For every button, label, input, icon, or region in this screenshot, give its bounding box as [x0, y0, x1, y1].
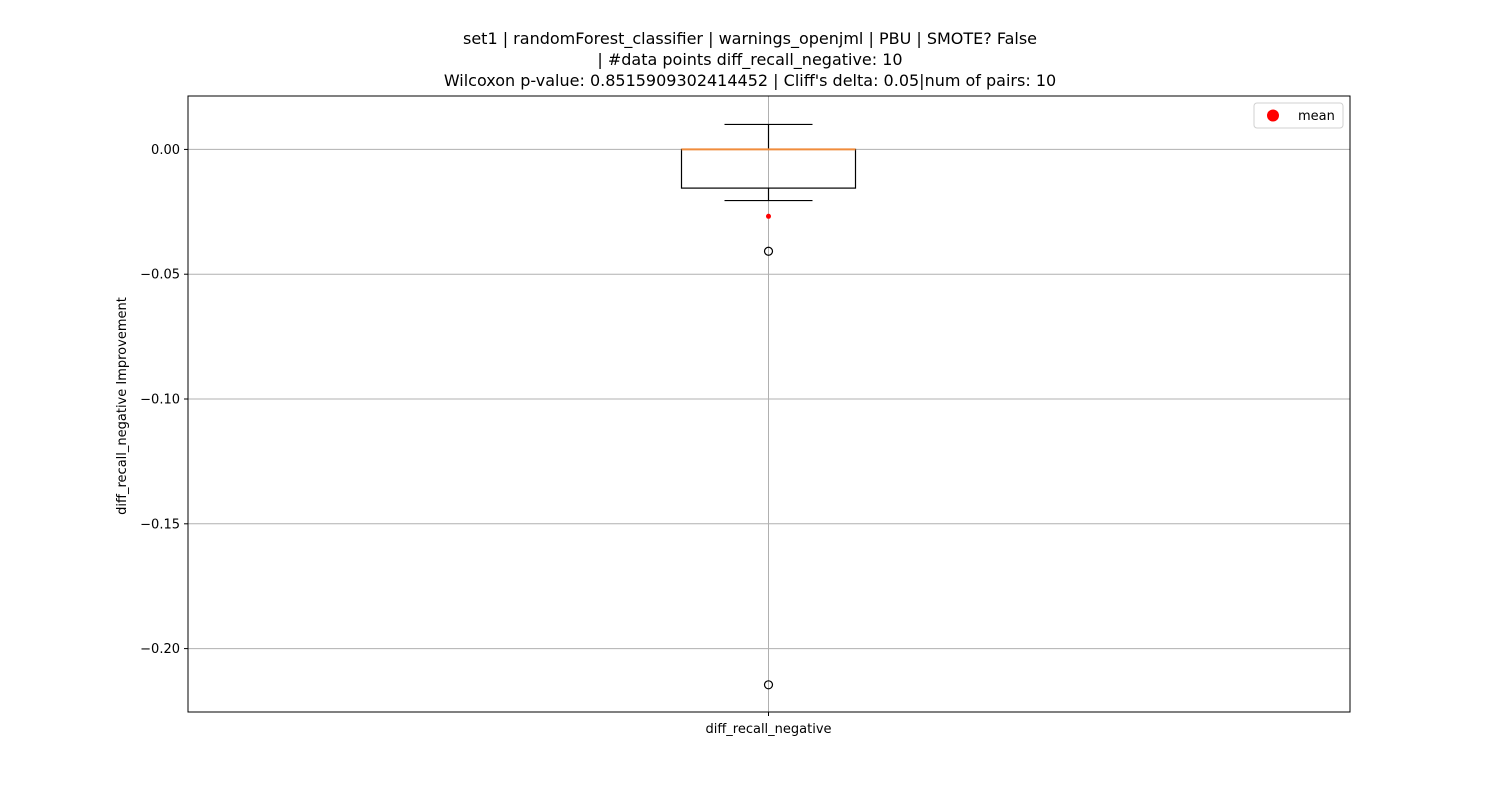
legend: mean	[1253, 102, 1344, 129]
y-tick-label: −0.05	[140, 268, 180, 283]
y-tick-label: −0.15	[140, 517, 180, 532]
y-axis-label: diff_recall_negative Improvement	[115, 297, 130, 515]
mean-point	[766, 213, 771, 219]
chart-title-line-3: Wilcoxon p-value: 0.8515909302414452 | C…	[443, 71, 1057, 90]
outlier-point	[763, 680, 774, 690]
legend-label-mean: mean	[1298, 109, 1335, 124]
x-tick-label: diff_recall_negative	[705, 722, 831, 737]
y-tick-label: −0.10	[140, 393, 180, 408]
x-axis-ticks: diff_recall_negative	[705, 712, 832, 737]
legend-marker-mean	[1267, 109, 1279, 122]
outlier-point	[763, 246, 774, 256]
chart-title-line-1: set1 | randomForest_classifier | warning…	[462, 29, 1038, 48]
legend-box	[1253, 102, 1344, 129]
y-tick-label: 0.00	[151, 143, 180, 158]
boxplot-series	[680, 123, 857, 690]
y-tick-label: −0.20	[140, 642, 180, 657]
chart-title-line-2: | #data points diff_recall_negative: 10	[597, 50, 903, 69]
y-axis-ticks: 0.00 −0.05 −0.10 −0.15 −0.20	[140, 143, 188, 657]
